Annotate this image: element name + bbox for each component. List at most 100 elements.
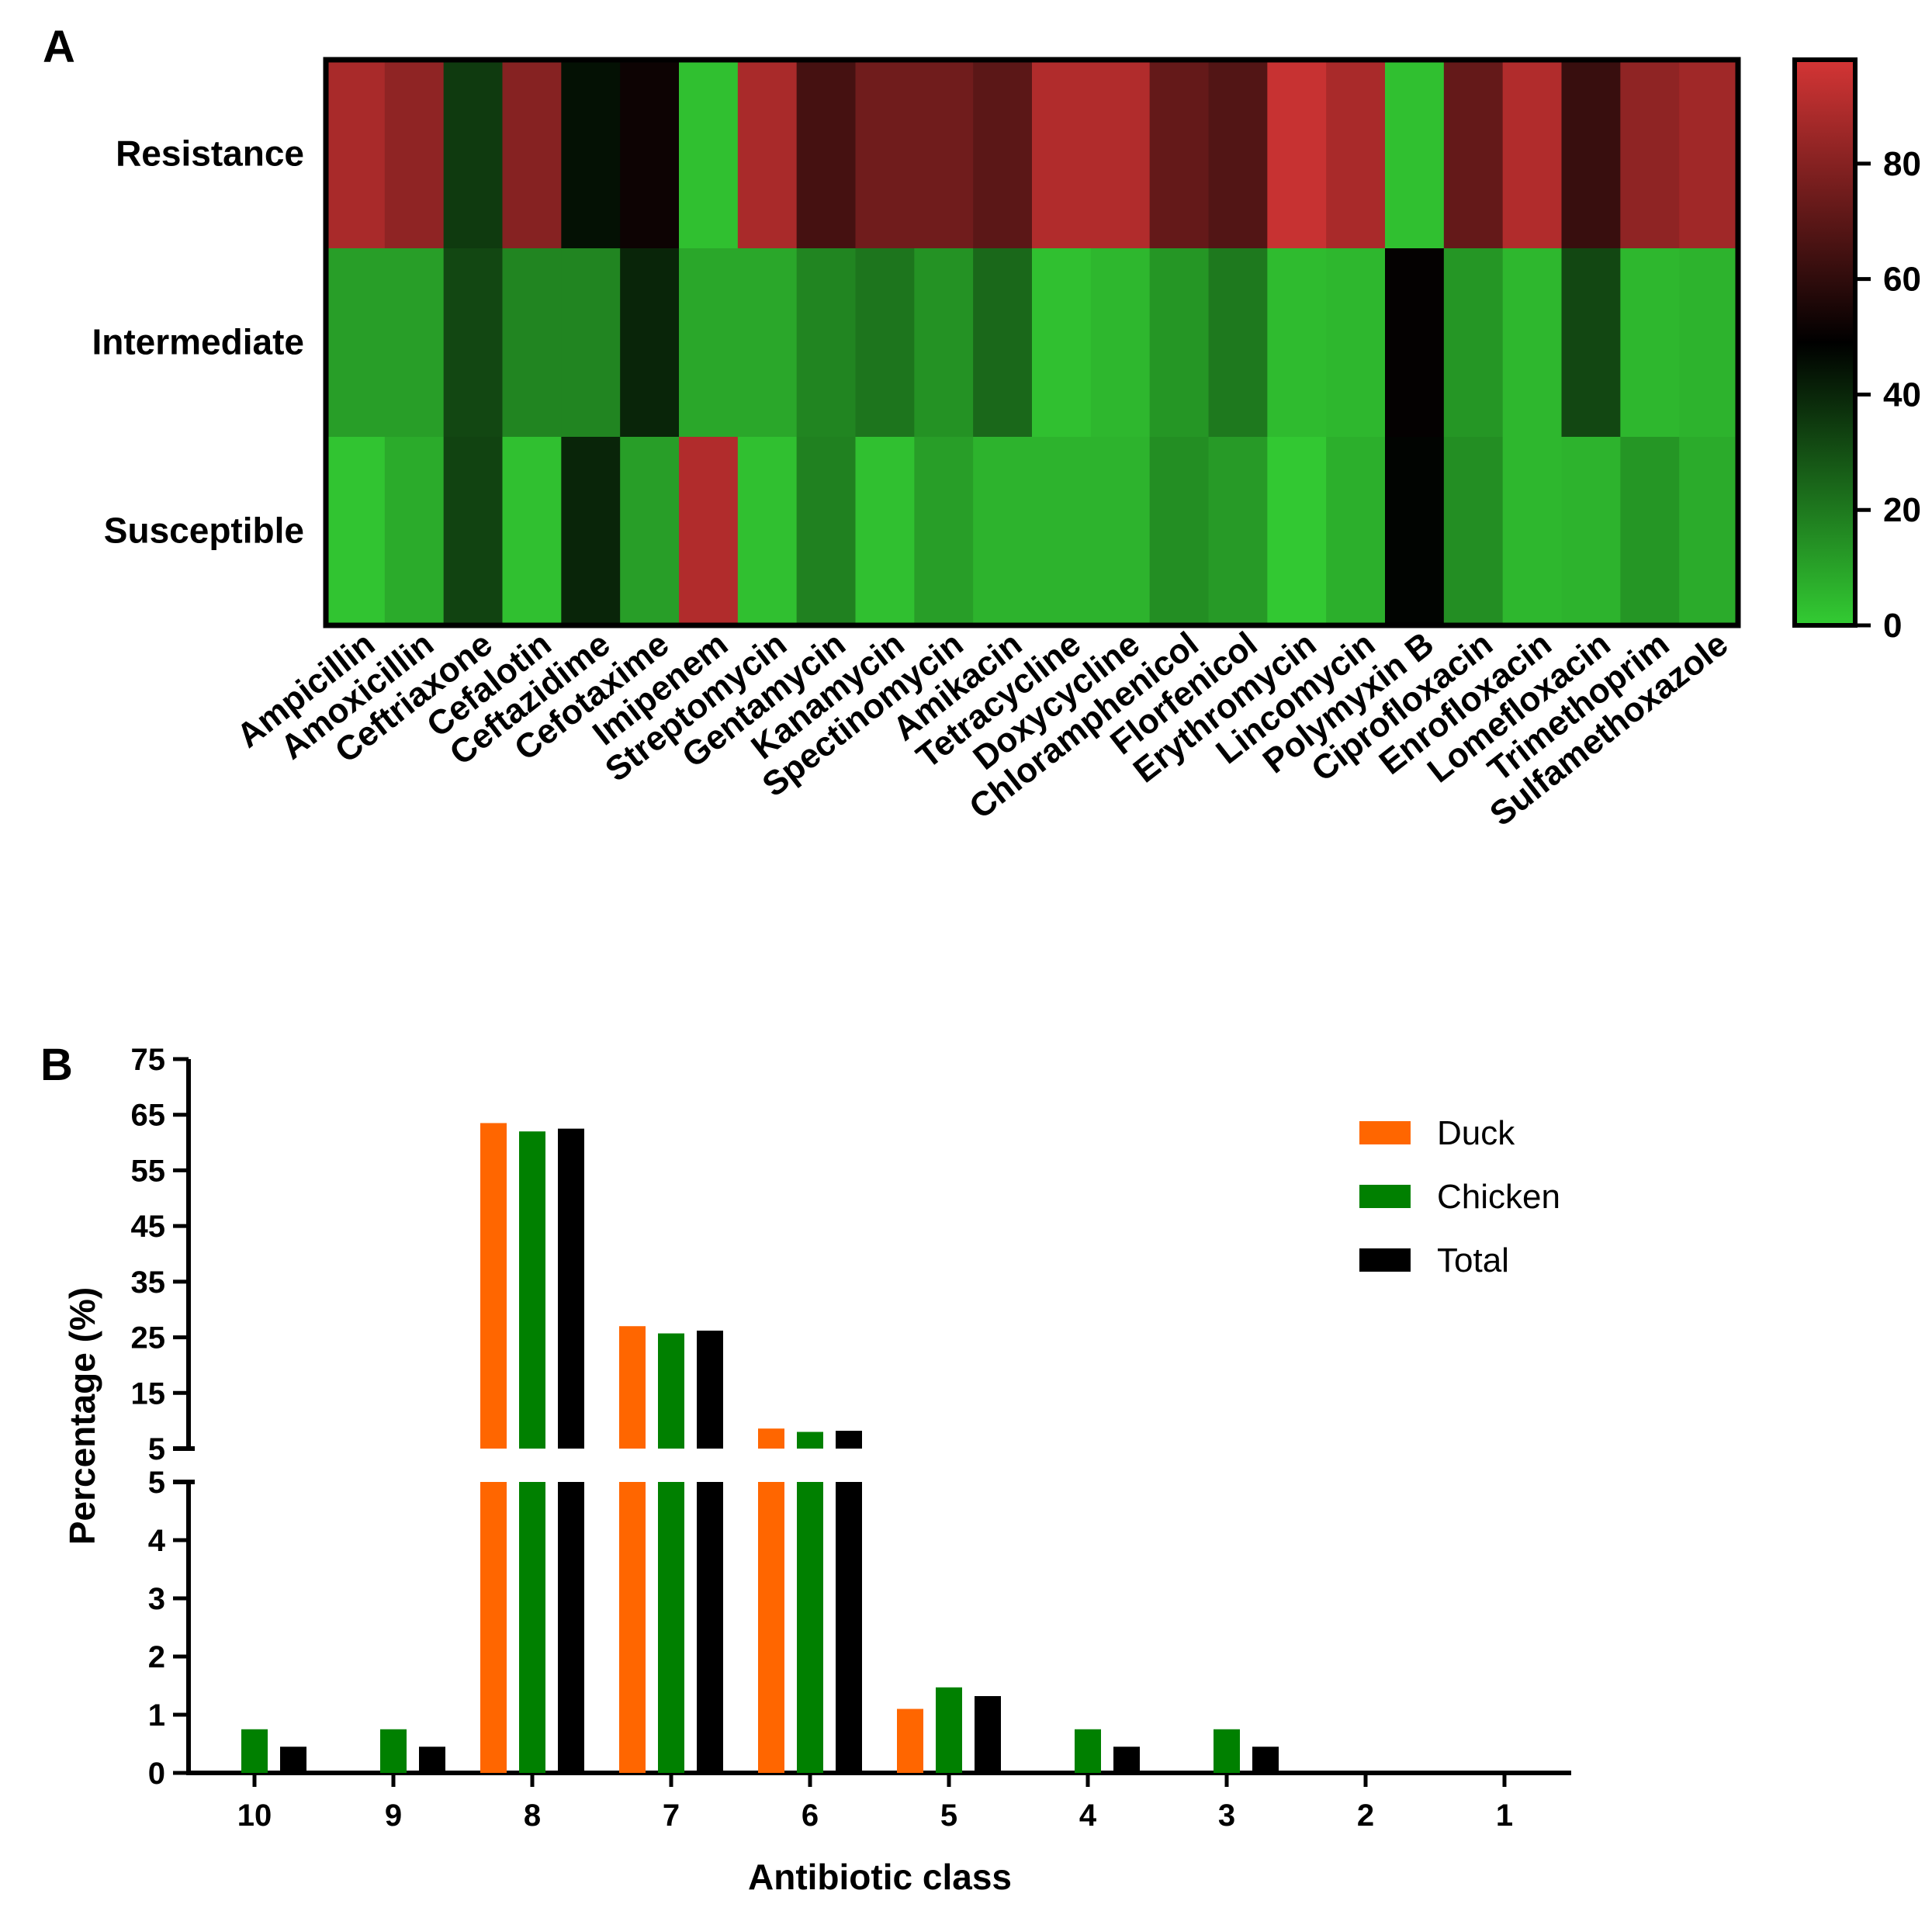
y-tick-label: 65	[131, 1099, 166, 1133]
heatmap-cell	[1679, 248, 1739, 438]
heatmap-cell	[796, 60, 857, 249]
bar-chicken	[658, 1482, 684, 1773]
bar-chicken	[936, 1687, 962, 1773]
x-tick-label: 4	[1079, 1799, 1097, 1833]
heatmap-cell	[914, 60, 974, 249]
bar-duck	[619, 1482, 646, 1773]
chart-legend: Duck Chicken Total	[1359, 1114, 1560, 1279]
heatmap-cell	[1032, 437, 1092, 626]
x-axis-title: Antibiotic class	[748, 1857, 1012, 1897]
x-tick-label: 3	[1218, 1799, 1235, 1833]
heatmap-frame	[323, 57, 1741, 628]
y-tick-label: 25	[131, 1321, 166, 1355]
heatmap-cell	[1620, 248, 1680, 438]
heatmap-panel-a: ResistanceIntermediateSusceptibleAmpicil…	[92, 57, 1741, 833]
heatmap-cell	[561, 437, 621, 626]
x-tick-label: 10	[237, 1799, 272, 1833]
heatmap-cell	[973, 437, 1033, 626]
heatmap-cell	[384, 60, 445, 249]
heatmap-cell	[326, 60, 386, 249]
bar-chicken	[1075, 1729, 1101, 1773]
heatmap-cell	[1385, 437, 1445, 626]
heatmap-cell	[620, 60, 680, 249]
x-tick-label: 2	[1357, 1799, 1374, 1833]
bar-chicken	[519, 1482, 545, 1773]
heatmap-cell	[1267, 248, 1327, 438]
heatmap-cell	[561, 248, 621, 438]
heatmap-cell	[855, 437, 915, 626]
heatmap-cell	[973, 248, 1033, 438]
bar-duck	[897, 1709, 923, 1773]
y-tick-label: 4	[148, 1524, 166, 1558]
colorbar-tick-label: 60	[1883, 261, 1921, 299]
bar-total	[419, 1747, 445, 1773]
heatmap-cell	[1032, 248, 1092, 438]
heatmap-cell	[796, 248, 857, 438]
bar-chicken-upper	[658, 1333, 684, 1449]
bar-chicken-upper	[797, 1432, 823, 1449]
heatmap-cell	[384, 248, 445, 438]
heatmap-cell	[1385, 60, 1445, 249]
legend-swatch-chicken	[1359, 1185, 1411, 1208]
legend-label-duck: Duck	[1437, 1114, 1515, 1152]
y-tick-label: 5	[148, 1466, 165, 1500]
heatmap-cell	[1326, 437, 1386, 626]
heatmap-cell	[679, 248, 739, 438]
heatmap-cell	[620, 248, 680, 438]
heatmap-cell	[1679, 60, 1739, 249]
heatmap-row-label: Intermediate	[92, 322, 304, 362]
heatmap-cell	[1443, 437, 1504, 626]
y-tick-label: 0	[148, 1757, 165, 1791]
heatmap-cell	[1208, 60, 1268, 249]
heatmap-cell	[384, 437, 445, 626]
heatmap-cell	[1502, 437, 1563, 626]
heatmap-cell	[1502, 248, 1563, 438]
bar-chicken	[380, 1729, 407, 1773]
legend-swatch-total	[1359, 1248, 1411, 1272]
heatmap-cell	[1561, 437, 1621, 626]
heatmap-cell	[1208, 248, 1268, 438]
heatmap-row-label: Resistance	[116, 133, 304, 174]
heatmap-cell	[326, 437, 386, 626]
bar-duck-upper	[480, 1123, 507, 1449]
bar-duck-upper	[758, 1428, 784, 1449]
heatmap-cell	[737, 437, 798, 626]
heatmap-cell	[1267, 60, 1327, 249]
heatmap-cell	[1090, 60, 1151, 249]
colorbar-bar	[1792, 57, 1858, 628]
colorbar-tick-label: 0	[1883, 607, 1902, 645]
heatmap-cell	[1620, 60, 1680, 249]
y-axis-title: Percentage (%)	[62, 1287, 102, 1545]
y-tick-label: 45	[131, 1210, 166, 1244]
heatmap-cell	[1090, 437, 1151, 626]
heatmap-cell	[443, 437, 504, 626]
heatmap-cell	[1679, 437, 1739, 626]
colorbar-tick-label: 40	[1883, 376, 1921, 414]
heatmap-cell	[1326, 60, 1386, 249]
y-tick-label: 5	[148, 1432, 165, 1466]
heatmap-cell	[561, 60, 621, 249]
bar-total	[975, 1696, 1001, 1773]
y-tick-label: 3	[148, 1582, 165, 1616]
heatmap-cell	[1502, 60, 1563, 249]
heatmap-cell	[1620, 437, 1680, 626]
heatmap-cell	[1561, 60, 1621, 249]
y-tick-label: 35	[131, 1265, 166, 1300]
bar-total	[280, 1747, 306, 1773]
bar-duck	[758, 1482, 784, 1773]
legend-label-chicken: Chicken	[1437, 1178, 1560, 1216]
y-tick-label: 55	[131, 1154, 166, 1188]
heatmap-cell	[1267, 437, 1327, 626]
heatmap-cell	[502, 60, 562, 249]
bar-total-upper	[836, 1431, 862, 1449]
heatmap-cell	[1326, 248, 1386, 438]
heatmap-cell	[679, 437, 739, 626]
bar-total-upper	[697, 1330, 723, 1449]
bar-duck-upper	[619, 1326, 646, 1449]
heatmap-cell	[855, 248, 915, 438]
heatmap-cell	[502, 248, 562, 438]
heatmap-cell	[326, 248, 386, 438]
